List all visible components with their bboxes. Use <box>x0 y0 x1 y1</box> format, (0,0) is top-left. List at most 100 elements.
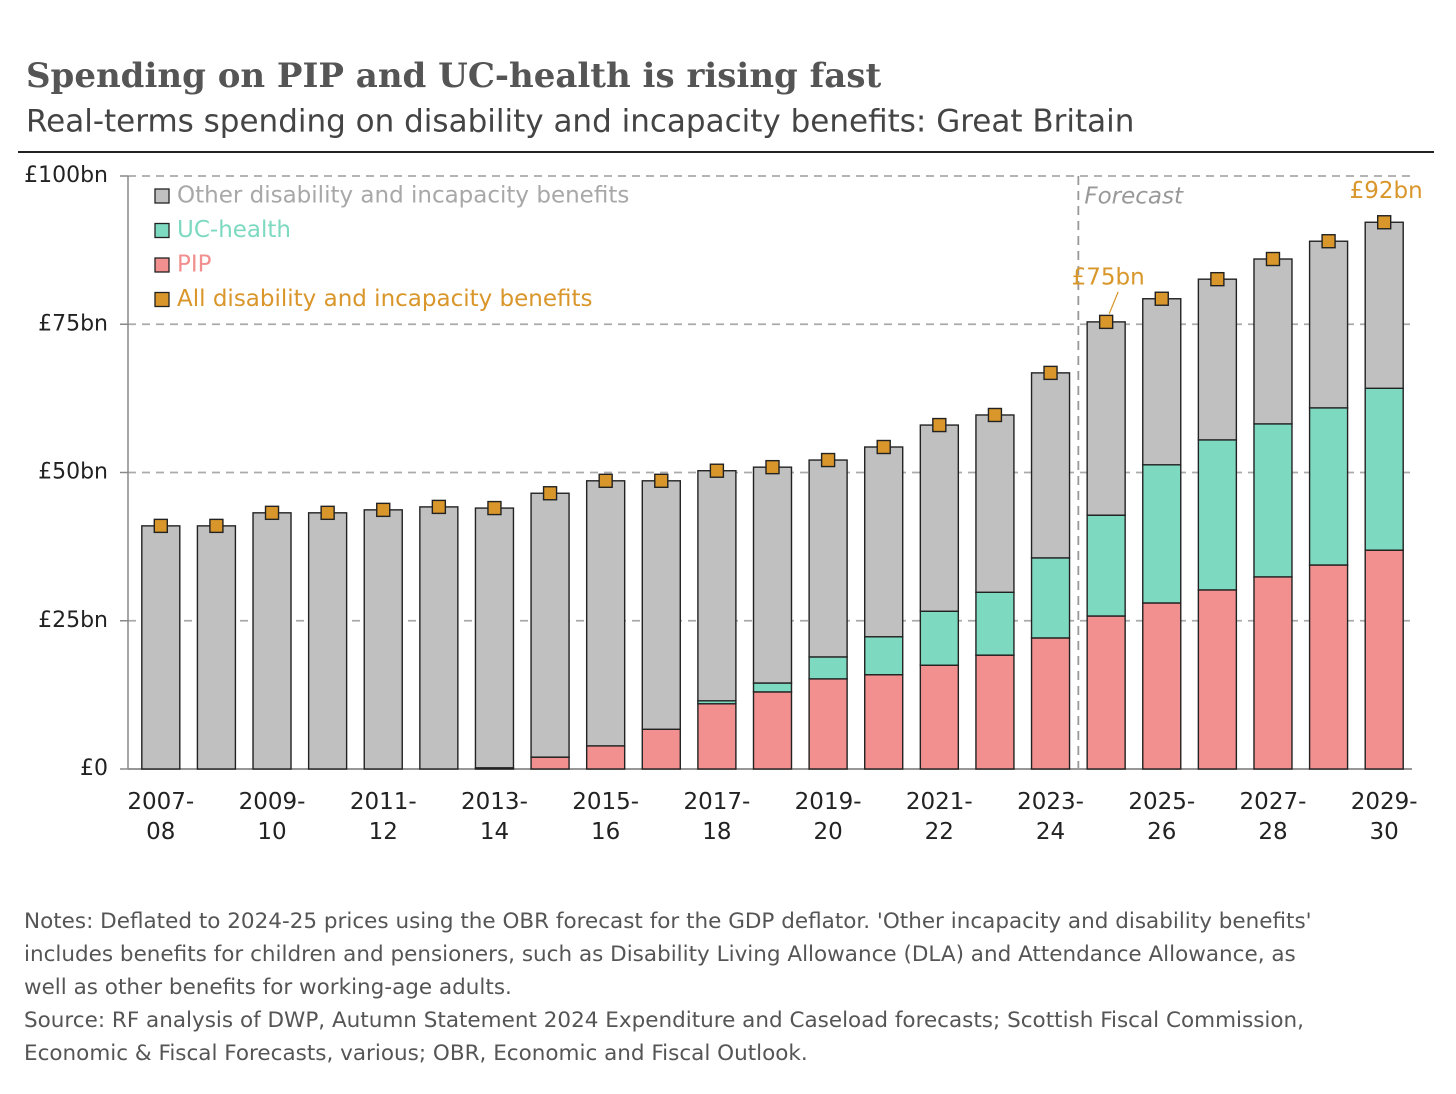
bar-segment <box>1253 576 1293 770</box>
x-tick-label: 2009-10 <box>239 789 306 845</box>
bar-segment <box>1086 321 1126 516</box>
legend-swatch <box>154 188 170 204</box>
bar-segment <box>808 459 848 658</box>
bar-segment <box>641 480 681 730</box>
y-tick-label: £75bn <box>38 311 108 336</box>
x-tick-label: 2015-16 <box>572 789 639 845</box>
legend-label: All disability and incapacity benefits <box>177 286 593 312</box>
total-marker <box>932 417 947 433</box>
x-tick-label: 2025-26 <box>1128 789 1195 845</box>
total-marker <box>1043 365 1058 381</box>
bar-segment <box>363 509 403 770</box>
bar-segment <box>1197 439 1238 591</box>
bar-segment <box>864 446 904 638</box>
x-tick-label: 2027-28 <box>1240 789 1307 845</box>
bar-segment <box>1364 387 1404 551</box>
bar-segment <box>1030 557 1071 639</box>
bar-segment <box>1364 221 1404 389</box>
total-marker <box>209 518 224 534</box>
y-tick-label: £50bn <box>38 460 108 485</box>
total-marker <box>654 473 669 489</box>
total-marker <box>709 463 725 478</box>
legend-label: Other disability and incapacity benefits <box>177 183 629 209</box>
legend-swatch <box>154 257 170 273</box>
x-tick-label: 2029-30 <box>1351 789 1418 845</box>
bar-segment <box>1197 589 1238 770</box>
data-label: £75bn <box>1072 264 1145 290</box>
source-line: Source: RF analysis of DWP, Autumn State… <box>24 1008 1304 1033</box>
bar-segment <box>1030 372 1071 559</box>
total-marker <box>1210 271 1225 287</box>
bar-segment <box>252 512 292 770</box>
bar-segment <box>1142 298 1182 466</box>
bar-segment <box>975 414 1015 593</box>
x-tick-label: 2013-14 <box>461 789 528 845</box>
total-marker <box>153 518 169 534</box>
chart-subtitle: Real-terms spending on disability and in… <box>26 104 1134 140</box>
total-marker <box>1376 215 1392 230</box>
y-tick-label: £100bn <box>24 163 108 188</box>
data-label: £92bn <box>1350 178 1423 204</box>
bar-segment <box>1086 615 1126 770</box>
source-line: Economic & Fiscal Forecasts, various; OB… <box>24 1041 808 1066</box>
y-tick-label: £25bn <box>38 608 108 633</box>
bar-segment <box>975 654 1015 770</box>
bar-segment <box>530 492 570 758</box>
bar-segment <box>864 636 904 676</box>
bar-segment <box>1308 564 1349 770</box>
bar-segment <box>196 525 237 770</box>
bar-segment <box>1308 407 1349 566</box>
bar-segment <box>1142 464 1182 604</box>
bar-segment <box>1364 549 1404 770</box>
bar-segment <box>585 480 626 747</box>
bar-segment <box>697 470 737 702</box>
legend-swatch <box>154 291 170 308</box>
bar-segment <box>752 691 793 770</box>
bar-segment <box>697 703 737 770</box>
total-marker <box>987 407 1003 423</box>
label-leader <box>1108 291 1119 315</box>
bar-segment <box>1086 514 1126 617</box>
note-line: includes benefits for children and pensi… <box>24 942 1296 967</box>
total-marker <box>1265 251 1281 267</box>
total-marker <box>376 502 391 518</box>
total-marker <box>264 505 280 521</box>
forecast-label: Forecast <box>1084 184 1184 210</box>
bar-segment <box>1142 602 1182 770</box>
total-marker <box>1321 234 1336 249</box>
total-marker <box>1098 314 1114 330</box>
bar-segment <box>975 591 1015 656</box>
bar-segment <box>752 682 793 693</box>
bar-segment <box>585 745 626 770</box>
x-tick-label: 2019-20 <box>795 789 862 845</box>
bar-segment <box>419 506 459 770</box>
legend-label: PIP <box>177 252 212 278</box>
bar-segment <box>1253 423 1293 578</box>
bar-segment <box>307 512 348 770</box>
bar-segment <box>530 756 570 770</box>
bar-segment <box>1253 258 1293 425</box>
legend-swatch <box>154 222 170 239</box>
bar-segment <box>864 674 904 770</box>
bar-segment <box>808 656 848 680</box>
x-tick-label: 2023-24 <box>1017 789 1084 845</box>
y-tick-label: £0 <box>80 756 108 781</box>
x-tick-label: 2007-08 <box>127 789 194 845</box>
total-marker <box>876 439 891 455</box>
total-marker <box>820 452 836 468</box>
bar-segment <box>808 678 848 770</box>
bar-segment <box>919 424 960 612</box>
total-marker <box>320 505 335 521</box>
bar-segment <box>141 525 181 770</box>
bar-segment <box>474 507 515 769</box>
note-line: Notes: Deflated to 2024-25 prices using … <box>24 909 1312 934</box>
total-marker <box>598 473 613 489</box>
bar-segment <box>919 610 960 666</box>
x-tick-label: 2017-18 <box>683 789 750 845</box>
bar-segment <box>752 466 793 684</box>
total-marker <box>765 459 780 475</box>
bar-segment <box>641 728 681 770</box>
x-tick-label: 2021-22 <box>906 789 973 845</box>
note-line: well as other benefits for working-age a… <box>24 975 512 1000</box>
